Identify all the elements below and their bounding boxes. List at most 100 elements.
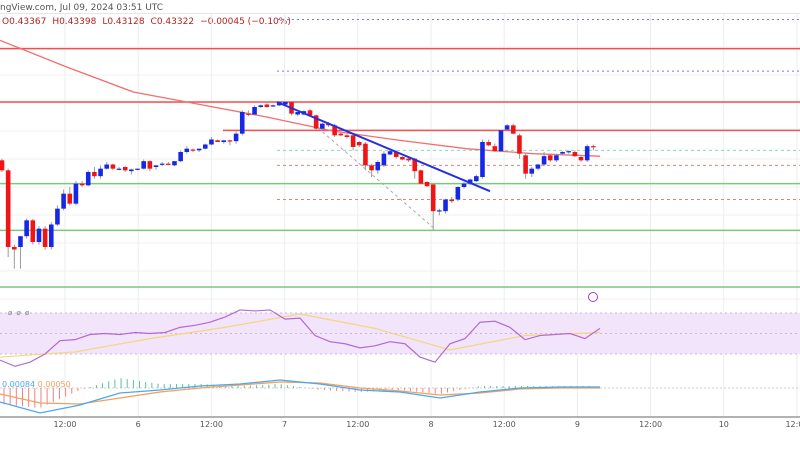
candle-up [474, 176, 479, 182]
projection-line [317, 127, 437, 231]
candle-down [572, 152, 578, 157]
candle-up [85, 172, 91, 186]
candle-down [12, 247, 17, 250]
candle-up [480, 142, 485, 177]
candle-down [227, 140, 233, 142]
candle-down [492, 146, 498, 152]
candle-up [387, 151, 393, 155]
candle-down [79, 183, 85, 186]
candle-up [239, 112, 245, 134]
candle-up [104, 164, 110, 169]
candle-up [437, 210, 442, 212]
candle-down [510, 125, 516, 134]
signal-value: 0.00050 [37, 380, 71, 389]
candle-down [369, 165, 374, 171]
candle-up [560, 152, 565, 154]
time-axis-label: 12:00 [53, 420, 76, 429]
candle-down [523, 155, 528, 174]
time-axis-label: 6 [136, 420, 141, 429]
candle-up [270, 105, 276, 107]
time-axis-label: 12:00 [200, 420, 223, 429]
candle-down [393, 152, 399, 157]
candle-up [584, 146, 590, 161]
candle-up [375, 162, 381, 171]
candle-up [184, 148, 190, 152]
candle-down [517, 135, 522, 154]
candle-up [98, 168, 103, 177]
macd-value: 0.00084 [2, 380, 36, 389]
candle-up [141, 161, 146, 169]
time-axis-label: 10 [719, 420, 729, 429]
candle-up [73, 183, 79, 204]
candle-up [455, 187, 461, 200]
candle-down [449, 199, 454, 202]
header-divider [0, 13, 800, 14]
candle-up [252, 107, 257, 115]
candle-down [338, 133, 344, 136]
candle-up [295, 112, 300, 115]
candle-down [147, 161, 153, 169]
candle-down [332, 125, 337, 136]
candle-up [535, 164, 541, 169]
ohlc-close: C0.43322 [150, 17, 195, 27]
candle-up [178, 152, 183, 162]
time-axis-label: 12:00 [639, 420, 662, 429]
time-axis-label: 7 [282, 420, 287, 429]
candle-up [202, 144, 208, 149]
ohlc-change: −0.00045 (−0.10%) [200, 17, 291, 27]
candle-up [153, 165, 159, 167]
candle-up [221, 140, 227, 142]
candle-down [424, 182, 430, 187]
candle-down [246, 113, 251, 115]
candle-up [116, 168, 122, 170]
candle-down [350, 135, 356, 147]
candle-down [591, 146, 596, 148]
candle-up [36, 228, 42, 242]
candle-down [486, 142, 491, 146]
candle-down [307, 110, 313, 116]
candle-down [578, 157, 584, 161]
rsi-ma-line [0, 313, 601, 358]
candle-up [48, 224, 54, 247]
candle-down [67, 193, 73, 204]
candle-down [122, 167, 128, 171]
candle-down [430, 184, 436, 212]
candle-up [498, 130, 504, 152]
watermark-text: ngView.com, Jul 09, 2024 03:51 UTC [0, 3, 164, 13]
candle-up [443, 199, 448, 212]
candle-down [344, 135, 350, 137]
candle-up [258, 105, 264, 107]
candle-up [61, 193, 66, 209]
candle-down [5, 170, 11, 247]
rsi-visibility-icons[interactable]: ø ø ø [8, 309, 31, 317]
candle-down [110, 164, 116, 169]
candle-down [0, 160, 5, 171]
candle-up [381, 153, 387, 166]
candle-up [135, 168, 140, 170]
candle-up [504, 125, 510, 130]
candle-down [363, 143, 368, 166]
ohlc-low: L0.43128 [102, 17, 145, 27]
rsi-line [0, 309, 601, 367]
candle-down [406, 158, 411, 161]
macd-line [0, 379, 600, 414]
candle-up [320, 123, 325, 129]
time-axis-label: 12:00 [785, 420, 800, 429]
signal-line [0, 381, 600, 405]
candle-down [30, 220, 36, 242]
lightning-icon [588, 292, 598, 302]
candle-down [215, 140, 220, 142]
candle-up [24, 220, 29, 237]
macd-legend: 0.00084 0.00050 [2, 380, 71, 389]
time-axis-label: 9 [575, 420, 580, 429]
candle-up [159, 163, 165, 165]
candle-up [129, 169, 134, 172]
candle-up [172, 161, 177, 166]
candle-up [196, 148, 202, 151]
candle-up [566, 151, 572, 153]
candle-down [356, 142, 362, 146]
candle-up [467, 179, 473, 184]
ohlc-high: H0.43398 [52, 17, 97, 27]
candle-down [418, 170, 424, 184]
